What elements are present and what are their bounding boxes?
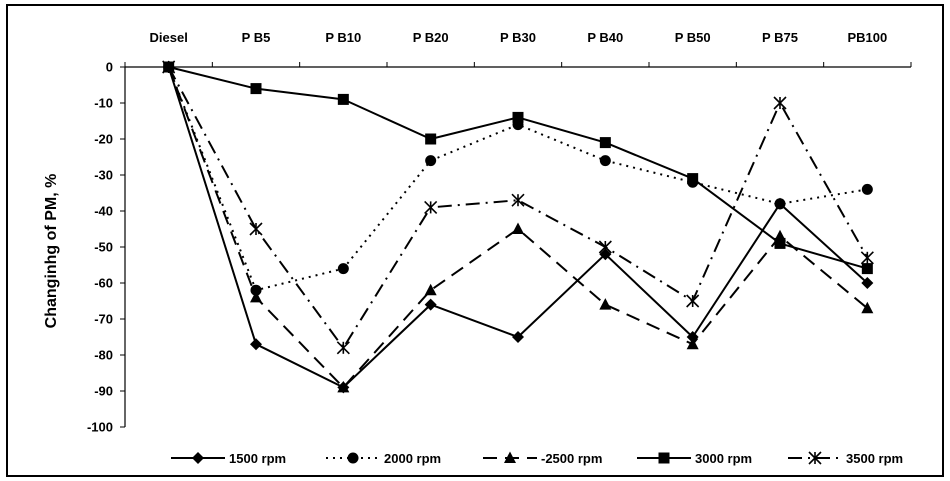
circle-marker — [861, 183, 873, 195]
series-2000-rpm — [163, 61, 873, 296]
legend-item: 1500 rpm — [171, 451, 286, 466]
y-axis-title: Changinhg of PM, % — [43, 174, 60, 329]
legend-label: -2500 rpm — [541, 451, 602, 466]
category-labels: Diesel P B5 P B10 P B20 P B30 P B40 P B50 P B75… — [150, 30, 888, 45]
series-line — [167, 66, 869, 349]
y-tick-label: -10 — [94, 96, 113, 111]
square-marker — [250, 83, 262, 95]
y-tick-label: 0 — [106, 60, 113, 75]
series-layer — [162, 60, 874, 394]
diamond-marker — [192, 452, 204, 464]
legend-item: 2000 rpm — [326, 451, 441, 466]
asterisk-marker — [808, 451, 822, 465]
y-tick-label: -80 — [94, 348, 113, 363]
asterisk-marker — [511, 193, 525, 207]
y-tick-label: -30 — [94, 168, 113, 183]
triangle-marker — [686, 337, 699, 350]
circle-marker — [774, 198, 786, 210]
asterisk-marker — [860, 251, 874, 265]
category-label: P B20 — [413, 30, 449, 45]
asterisk-marker — [686, 294, 700, 308]
asterisk-marker — [424, 200, 438, 214]
diamond-marker — [599, 248, 612, 261]
square-marker — [599, 137, 611, 149]
legend-label: 2000 rpm — [384, 451, 441, 466]
circle-marker — [337, 263, 349, 275]
diamond-marker — [250, 338, 262, 351]
triangle-marker — [861, 301, 874, 314]
category-label: P B30 — [500, 30, 536, 45]
y-tick-label: -40 — [94, 204, 113, 219]
square-marker — [774, 237, 786, 249]
category-label: P B75 — [762, 30, 798, 45]
series-3000-rpm — [163, 61, 873, 275]
y-tick-label: -100 — [87, 420, 113, 435]
category-label: P B5 — [242, 30, 271, 45]
series-3500-rpm — [162, 60, 874, 355]
series-line — [168, 66, 868, 270]
category-label: P B40 — [587, 30, 623, 45]
square-marker — [337, 93, 349, 105]
triangle-marker — [424, 283, 437, 296]
series-line — [167, 66, 868, 389]
diamond-marker — [512, 331, 524, 343]
diamond-marker — [861, 277, 874, 289]
triangle-marker — [250, 290, 262, 303]
triangle-marker — [599, 298, 612, 310]
square-marker — [861, 263, 873, 275]
circle-marker — [599, 155, 611, 167]
category-label: PB100 — [847, 30, 887, 45]
legend-label: 3000 rpm — [695, 451, 752, 466]
asterisk-marker — [249, 222, 263, 236]
line-chart: Diesel P B5 P B10 P B20 P B30 P B40 P B50 P B75… — [43, 30, 912, 466]
chart-frame: Diesel P B5 P B10 P B20 P B30 P B40 P B50 P B75… — [6, 4, 944, 477]
asterisk-marker — [773, 96, 787, 110]
asterisk-marker — [598, 240, 612, 254]
axes — [120, 62, 912, 428]
y-tick-label: -20 — [94, 132, 113, 147]
square-marker — [658, 452, 670, 464]
y-tick-label: -50 — [94, 240, 113, 255]
triangle-marker — [512, 222, 524, 234]
legend-label: 1500 rpm — [229, 451, 286, 466]
circle-marker — [425, 155, 437, 167]
triangle-marker — [337, 380, 350, 393]
category-label: P B10 — [325, 30, 361, 45]
y-tick-label: -60 — [94, 276, 113, 291]
asterisk-marker — [336, 341, 350, 355]
asterisk-marker — [162, 60, 176, 74]
category-label: Diesel — [150, 30, 188, 45]
square-marker — [687, 173, 699, 185]
circle-marker — [347, 452, 359, 464]
square-marker — [512, 111, 524, 123]
circle-marker — [250, 284, 262, 296]
legend-item: 3500 rpm — [788, 451, 903, 466]
triangle-marker — [504, 451, 516, 463]
square-marker — [425, 133, 437, 145]
y-tick-label: -90 — [94, 384, 113, 399]
legend-item: 3000 rpm — [637, 451, 752, 466]
y-tick-label: -70 — [94, 312, 113, 327]
y-tick-labels: 0 -10 -20 -30 -40 -50 -60 -70 -80 -90 -100 — [87, 60, 113, 435]
category-label: P B50 — [675, 30, 711, 45]
legend: 1500 rpm 2000 rpm -2500 rpm 3000 rpm 3500 rp… — [171, 451, 903, 466]
legend-label: 3500 rpm — [846, 451, 903, 466]
diamond-marker — [424, 298, 437, 311]
legend-item: -2500 rpm — [483, 451, 602, 466]
